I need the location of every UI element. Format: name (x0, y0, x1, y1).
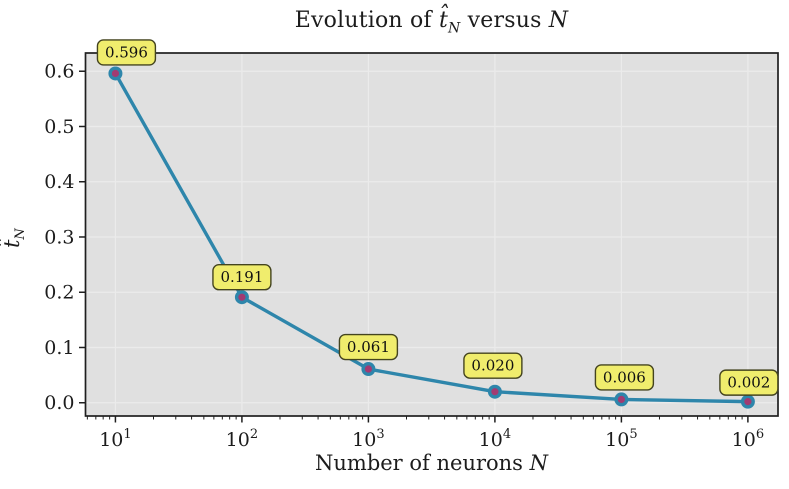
chart-title: Evolution of t̂N versus N (85, 8, 778, 36)
annotation-box (463, 352, 523, 379)
data-point-marker (234, 290, 249, 305)
y-axis-tick-label: 0.3 (44, 226, 74, 248)
y-axis-label: t̂N (0, 196, 28, 280)
data-point-marker (108, 66, 123, 81)
x-axis-tick-label: 103 (352, 427, 384, 451)
title-text: Evolution of (294, 8, 439, 33)
y-axis-tick-label: 0.4 (44, 171, 74, 193)
annotation-box (338, 333, 399, 361)
annotation-label: 0.006 (603, 368, 646, 386)
x-axis-tick-label: 102 (226, 427, 258, 451)
data-point-marker (614, 392, 629, 407)
title-that-symbol: t̂ (438, 8, 449, 33)
annotation-label: 0.191 (220, 268, 263, 286)
y-axis-tick-label: 0.0 (44, 392, 74, 414)
title-text-2: versus (460, 8, 549, 33)
title-N-symbol: N (548, 8, 569, 33)
data-point-marker (361, 362, 376, 377)
annotation-label: 0.002 (727, 374, 770, 392)
x-axis-tick-label: 101 (99, 427, 131, 451)
x-axis-label-N-symbol: N (529, 451, 548, 475)
y-axis-tick-label: 0.5 (44, 116, 74, 138)
x-axis-label: Number of neurons N (85, 451, 778, 475)
annotation-label: 0.596 (105, 43, 148, 61)
annotation-box (212, 264, 272, 291)
y-axis-tick-label: 0.2 (44, 282, 74, 304)
x-axis-tick-label: 105 (605, 427, 637, 451)
x-axis-tick-label: 106 (732, 427, 764, 451)
annotation-box (594, 364, 655, 391)
annotation-box (96, 39, 157, 66)
x-axis-label-text: Number of neurons (315, 451, 530, 475)
plot-area (85, 53, 778, 416)
data-point-marker (740, 394, 755, 409)
data-line (113, 71, 750, 404)
y-axis-label-that-symbol: t̂ (0, 239, 24, 249)
data-point-marker (487, 384, 502, 399)
y-axis-tick-label: 0.1 (44, 337, 74, 359)
axes-spines (84, 52, 779, 417)
x-axis-tick-label: 104 (479, 427, 511, 451)
title-subscript: N (448, 20, 461, 37)
y-axis-tick-label: 0.6 (44, 61, 74, 83)
y-axis-label-subscript: N (13, 228, 29, 240)
annotation-box (719, 369, 779, 396)
annotation-label: 0.020 (471, 357, 514, 375)
annotation-label: 0.061 (347, 338, 390, 356)
